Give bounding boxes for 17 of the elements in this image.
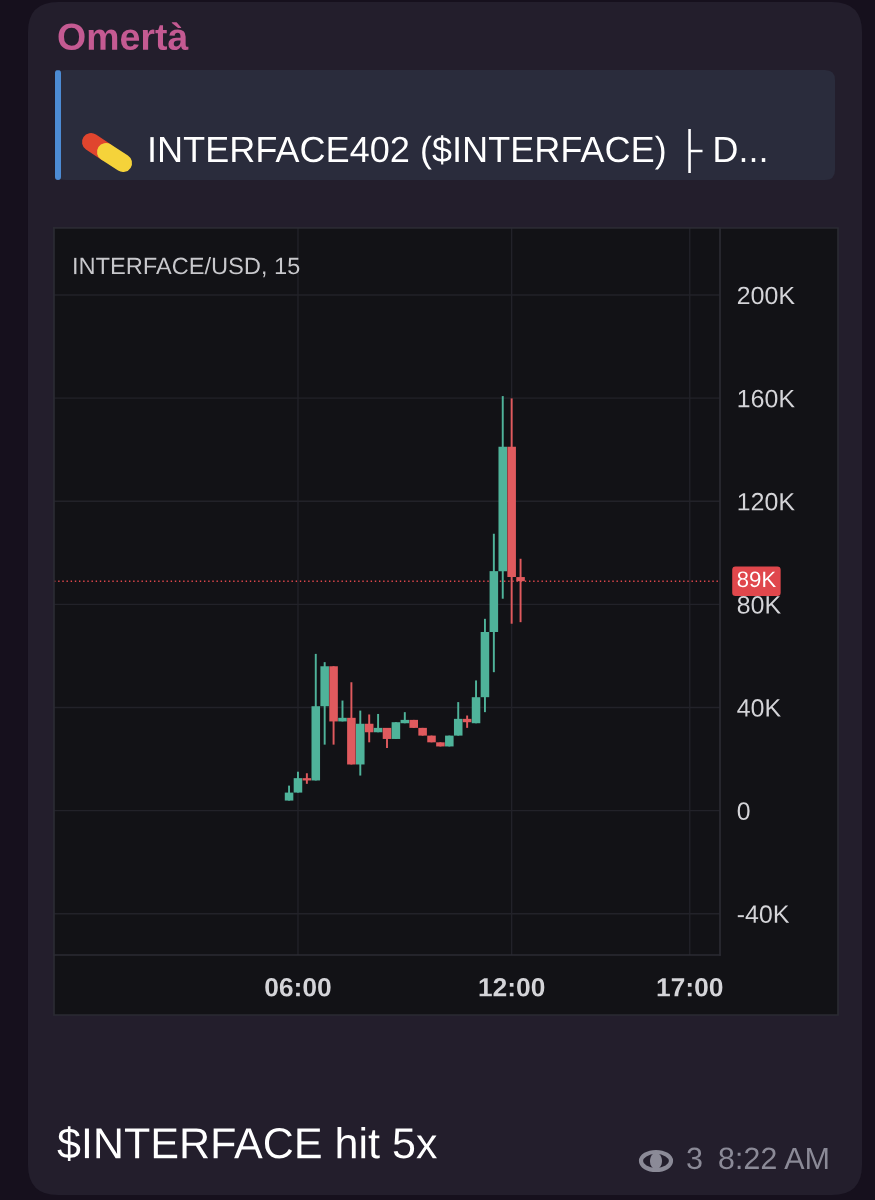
text: INTERFACE/USD, 15	[74, 256, 300, 278]
x-tick-label: 17:00	[657, 977, 723, 997]
text: 8:22 AM	[719, 1147, 828, 1170]
text: $INTERFACE hit 5x	[57, 1126, 437, 1162]
y-tick-label: 80K	[737, 595, 781, 614]
y-tick-label: 120K	[738, 492, 795, 511]
ref-line-label: 89K	[737, 571, 776, 588]
y-tick-label: 0	[737, 802, 750, 820]
text: 3	[687, 1147, 702, 1170]
text: INTERFACE402 ($INTERFACE) ├ D...	[150, 129, 766, 173]
x-tick-label: 06:00	[265, 977, 331, 997]
text: Omertà	[58, 22, 189, 51]
y-tick-label: 40K	[737, 699, 781, 717]
y-tick-label: -40K	[737, 905, 790, 924]
y-tick-label: 200K	[737, 286, 795, 305]
x-tick-label: 12:00	[479, 977, 545, 997]
y-tick-label: 160K	[738, 389, 795, 408]
